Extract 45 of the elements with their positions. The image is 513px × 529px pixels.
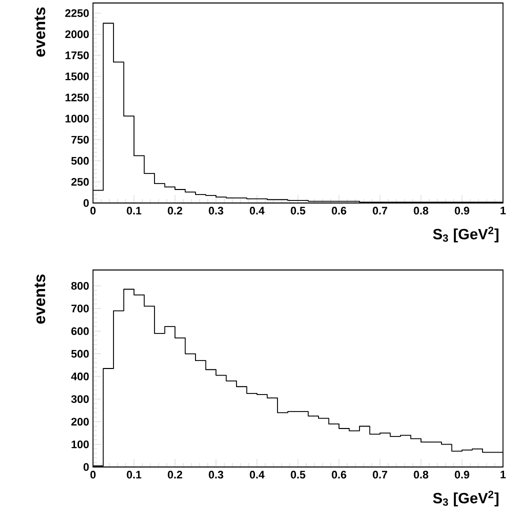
x-tick-label: 0.9 [454,206,470,215]
y-tick-label: 300 [71,395,89,403]
y-tick-label: 600 [71,327,89,336]
x-tick-label: 0.7 [372,470,388,479]
y-tick-label: 500 [71,156,89,165]
y-tick-label: 500 [71,350,89,358]
y-tick-label: 0 [84,199,89,207]
y-tick-label: 400 [71,372,89,380]
y-tick-label: 0 [84,463,89,471]
x-tick-label: 0.7 [372,206,388,215]
x-tick-label: 0.1 [126,470,142,479]
y-axis-title: events [34,7,46,57]
y-tick-label: 250 [71,178,89,186]
x-tick-label: 0.4 [250,470,265,479]
x-tick-label: 0.1 [126,206,142,215]
y-tick-label: 2250 [65,9,89,17]
x-tick-label: 0 [90,470,96,479]
x-tick-label: 0.3 [208,470,224,479]
y-tick-label: 1000 [66,114,89,122]
x-tick-label: 0.6 [332,470,346,479]
y-tick-label: 2000 [65,30,89,38]
x-tick-label: 1 [500,470,506,478]
y-tick-label: 800 [71,282,89,290]
x-tick-label: 0.4 [250,206,265,215]
x-tick-label: 0.8 [414,470,428,479]
x-tick-label: 0 [90,206,96,215]
y-tick-label: 1500 [66,72,89,80]
y-tick-label: 1750 [66,51,89,60]
x-tick-label: 0.8 [414,206,428,215]
x-axis-title: S$_{3}$ [GeV$^{2}$] [433,226,498,242]
x-tick-label: 0.5 [290,470,306,479]
y-tick-label: 100 [72,440,89,448]
x-tick-label: 0.2 [168,206,182,215]
x-tick-label: 0.6 [332,206,346,215]
y-tick-label: 1250 [66,94,89,102]
x-tick-label: 1 [500,206,506,214]
x-tick-label: 0.9 [454,470,470,479]
x-tick-label: 0.5 [290,206,306,215]
y-axis-title: events [34,274,46,324]
y-tick-label: 750 [71,136,89,144]
x-tick-label: 0.2 [168,470,182,479]
y-tick-label: 700 [71,304,89,312]
y-tick-label: 200 [71,418,89,426]
x-axis-title: S$_{3}$ [GeV$^{2}$] [433,490,498,506]
x-tick-label: 0.3 [208,206,224,215]
